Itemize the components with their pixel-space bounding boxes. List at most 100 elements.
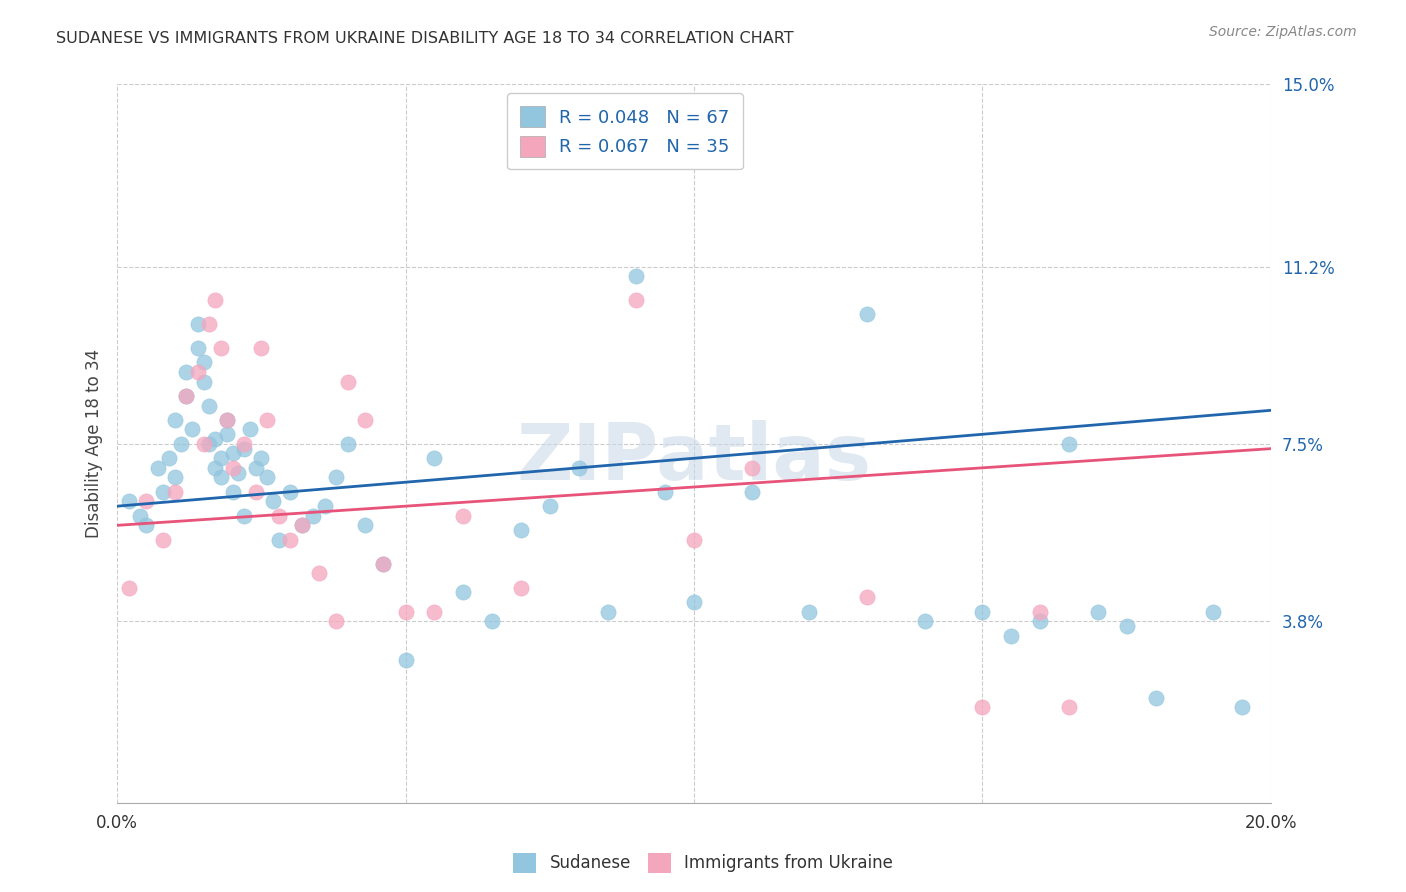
Point xyxy=(394,605,416,619)
Point xyxy=(233,437,256,451)
Point xyxy=(163,470,186,484)
Point xyxy=(187,365,209,379)
Point xyxy=(278,484,301,499)
Point xyxy=(1144,690,1167,705)
Point xyxy=(278,533,301,547)
Point xyxy=(799,605,821,619)
Text: SUDANESE VS IMMIGRANTS FROM UKRAINE DISABILITY AGE 18 TO 34 CORRELATION CHART: SUDANESE VS IMMIGRANTS FROM UKRAINE DISA… xyxy=(56,31,794,46)
Point xyxy=(193,355,215,369)
Point xyxy=(204,432,226,446)
Point xyxy=(371,557,394,571)
Point xyxy=(221,446,243,460)
Point xyxy=(371,557,394,571)
Point xyxy=(204,460,226,475)
Point xyxy=(314,499,336,513)
Point xyxy=(245,484,267,499)
Legend: R = 0.048   N = 67, R = 0.067   N = 35: R = 0.048 N = 67, R = 0.067 N = 35 xyxy=(508,94,742,169)
Point xyxy=(568,460,591,475)
Point xyxy=(1087,605,1109,619)
Point xyxy=(596,605,619,619)
Point xyxy=(187,341,209,355)
Point xyxy=(972,700,994,714)
Point xyxy=(193,375,215,389)
Point xyxy=(626,293,648,307)
Point xyxy=(209,451,232,466)
Point xyxy=(336,375,359,389)
Point xyxy=(741,460,763,475)
Point xyxy=(538,499,561,513)
Point xyxy=(308,566,330,581)
Point xyxy=(163,484,186,499)
Point xyxy=(423,605,446,619)
Text: ZIPatlas: ZIPatlas xyxy=(516,420,872,496)
Point xyxy=(510,523,533,537)
Point xyxy=(250,341,273,355)
Point xyxy=(152,484,174,499)
Legend: Sudanese, Immigrants from Ukraine: Sudanese, Immigrants from Ukraine xyxy=(506,847,900,880)
Point xyxy=(215,413,238,427)
Point xyxy=(169,437,191,451)
Point xyxy=(683,533,706,547)
Point xyxy=(239,422,262,436)
Point xyxy=(209,341,232,355)
Point xyxy=(262,494,284,508)
Point xyxy=(256,470,278,484)
Point xyxy=(181,422,204,436)
Point xyxy=(626,269,648,284)
Point xyxy=(221,460,243,475)
Point xyxy=(741,484,763,499)
Point xyxy=(654,484,676,499)
Point xyxy=(291,518,314,533)
Point xyxy=(1057,700,1080,714)
Point xyxy=(157,451,180,466)
Text: Source: ZipAtlas.com: Source: ZipAtlas.com xyxy=(1209,25,1357,39)
Point xyxy=(193,437,215,451)
Point xyxy=(354,518,377,533)
Point xyxy=(228,466,250,480)
Point xyxy=(683,595,706,609)
Point xyxy=(453,508,475,523)
Point xyxy=(245,460,267,475)
Point xyxy=(221,484,243,499)
Y-axis label: Disability Age 18 to 34: Disability Age 18 to 34 xyxy=(86,350,103,539)
Point xyxy=(204,293,226,307)
Point xyxy=(1202,605,1225,619)
Point xyxy=(215,413,238,427)
Point xyxy=(209,470,232,484)
Point xyxy=(856,308,879,322)
Point xyxy=(135,518,157,533)
Point xyxy=(510,581,533,595)
Point xyxy=(152,533,174,547)
Point xyxy=(118,494,141,508)
Point xyxy=(233,442,256,456)
Point xyxy=(135,494,157,508)
Point xyxy=(163,413,186,427)
Point xyxy=(336,437,359,451)
Point xyxy=(914,614,936,628)
Point xyxy=(267,508,290,523)
Point xyxy=(1057,437,1080,451)
Point xyxy=(256,413,278,427)
Point xyxy=(198,399,221,413)
Point xyxy=(118,581,141,595)
Point xyxy=(146,460,169,475)
Point xyxy=(1000,629,1022,643)
Point xyxy=(325,470,347,484)
Point xyxy=(1029,614,1052,628)
Point xyxy=(233,508,256,523)
Point xyxy=(176,365,198,379)
Point xyxy=(302,508,325,523)
Point xyxy=(215,427,238,442)
Point xyxy=(176,389,198,403)
Point xyxy=(129,508,152,523)
Point xyxy=(1230,700,1253,714)
Point xyxy=(972,605,994,619)
Point xyxy=(198,317,221,331)
Point xyxy=(250,451,273,466)
Point xyxy=(354,413,377,427)
Point xyxy=(187,317,209,331)
Point xyxy=(267,533,290,547)
Point xyxy=(394,652,416,666)
Point xyxy=(1029,605,1052,619)
Point xyxy=(423,451,446,466)
